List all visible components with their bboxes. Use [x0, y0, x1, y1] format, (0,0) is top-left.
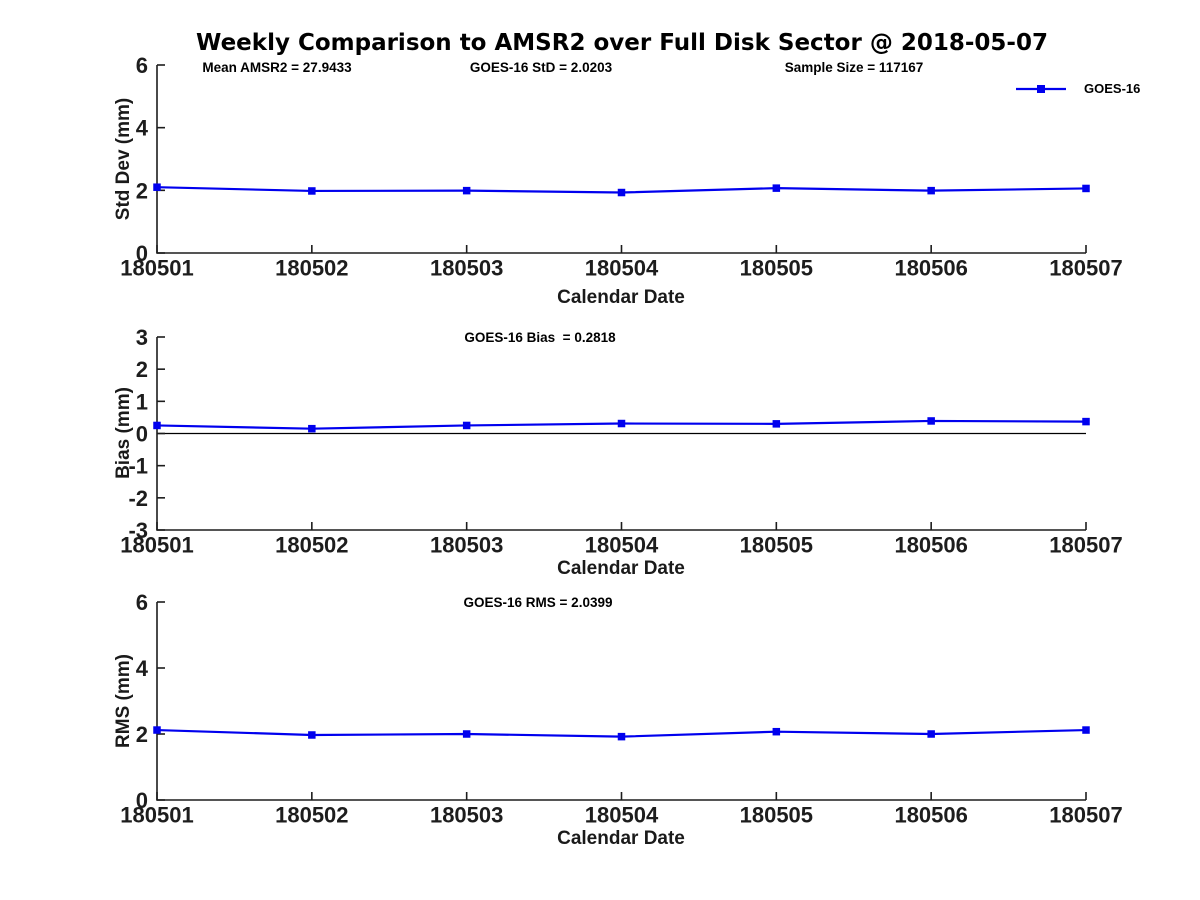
x-tick-label: 180501: [120, 803, 193, 828]
data-marker: [617, 419, 626, 428]
x-tick-label: 180504: [585, 533, 659, 558]
data-marker: [772, 420, 781, 428]
data-marker: [1082, 184, 1090, 193]
data-marker: [153, 421, 161, 430]
y-axis-label-rms: RMS (mm): [113, 654, 134, 748]
x-tick-label: 180507: [1049, 533, 1122, 558]
annotation-sample-size: Sample Size = 117167: [784, 60, 924, 75]
annotation-goes16-std: GOES-16 StD = 2.0203: [469, 60, 613, 75]
subplot-rms: 0 2 4 6 180501 180502 180503 180504 180505 180506…: [120, 590, 1122, 828]
subplot-bias: -3 -2 -1 0 1 2 3 180501 180502 180503 180504 180505…: [120, 325, 1122, 558]
x-axis-label-bias: Calendar Date: [557, 558, 685, 579]
data-marker: [462, 186, 471, 195]
y-axis-label-stddev: Std Dev (mm): [113, 97, 134, 221]
data-marker: [772, 727, 781, 736]
data-marker: [153, 183, 161, 191]
data-marker: [462, 730, 471, 738]
x-tick-label: 180505: [740, 256, 813, 281]
subplot-stddev: 0 2 4 6 180501 180502 180503 180504 180505 180506…: [120, 53, 1122, 281]
y-tick-label: -1: [128, 454, 148, 479]
y-tick-label: 4: [136, 656, 149, 681]
annotation-mean-amsr2: Mean AMSR2 = 27.9433: [202, 60, 352, 75]
annotation-goes16-bias: GOES-16 Bias = 0.2818: [464, 330, 616, 345]
legend-marker: [1037, 85, 1045, 93]
x-tick-label: 180502: [275, 803, 348, 828]
data-marker: [927, 730, 935, 738]
y-tick-label: -3: [128, 518, 148, 543]
y-tick-label: 3: [136, 325, 148, 350]
y-tick-label: 6: [136, 53, 148, 78]
x-tick-label: 180501: [120, 256, 193, 281]
x-tick-label: 180502: [275, 256, 348, 281]
y-tick-label: 0: [136, 241, 148, 266]
y-tick-label: -2: [128, 486, 148, 511]
y-tick-label: 2: [136, 178, 148, 203]
x-tick-label: 180506: [894, 803, 967, 828]
x-tick-label: 180505: [740, 533, 813, 558]
axes-spines: [156, 65, 1086, 254]
y-tick-label: 2: [136, 722, 148, 747]
x-tick-label: 180503: [430, 256, 503, 281]
axes-spines: [156, 602, 1086, 801]
x-axis-label-rms: Calendar Date: [557, 828, 685, 849]
annotation-goes16-rms: GOES-16 RMS = 2.0399: [463, 595, 613, 610]
legend-label-goes16: GOES-16: [1084, 81, 1141, 96]
x-tick-label: 180506: [894, 256, 967, 281]
y-tick-label: 2: [136, 357, 148, 382]
data-marker: [308, 731, 316, 739]
x-tick-label: 180501: [120, 533, 193, 558]
x-tick-label: 180504: [585, 803, 659, 828]
y-axis-label-bias: Bias (mm): [113, 387, 134, 479]
y-tick-label: 6: [136, 590, 148, 615]
figure-title: Weekly Comparison to AMSR2 over Full Dis…: [196, 30, 1048, 56]
y-tick-label: 1: [136, 389, 148, 414]
y-tick-label: 4: [136, 116, 149, 141]
data-marker: [308, 424, 316, 433]
data-marker: [308, 187, 316, 195]
data-marker: [462, 421, 471, 430]
x-tick-label: 180507: [1049, 803, 1122, 828]
data-marker: [153, 726, 161, 734]
y-tick-label: 0: [136, 422, 148, 447]
data-marker: [927, 417, 935, 425]
x-tick-label: 180503: [430, 533, 503, 558]
y-tick-label: 0: [136, 788, 148, 813]
data-marker: [617, 732, 626, 741]
data-marker: [1082, 726, 1090, 734]
data-marker: [772, 184, 781, 192]
x-tick-label: 180506: [894, 533, 967, 558]
x-tick-label: 180502: [275, 533, 348, 558]
data-marker: [927, 186, 935, 195]
x-tick-label: 180504: [585, 256, 659, 281]
x-tick-label: 180507: [1049, 256, 1122, 281]
data-marker: [1082, 417, 1090, 426]
x-tick-label: 180503: [430, 803, 503, 828]
x-axis-label-stddev: Calendar Date: [557, 287, 685, 308]
x-tick-label: 180505: [740, 803, 813, 828]
data-marker: [617, 188, 626, 197]
